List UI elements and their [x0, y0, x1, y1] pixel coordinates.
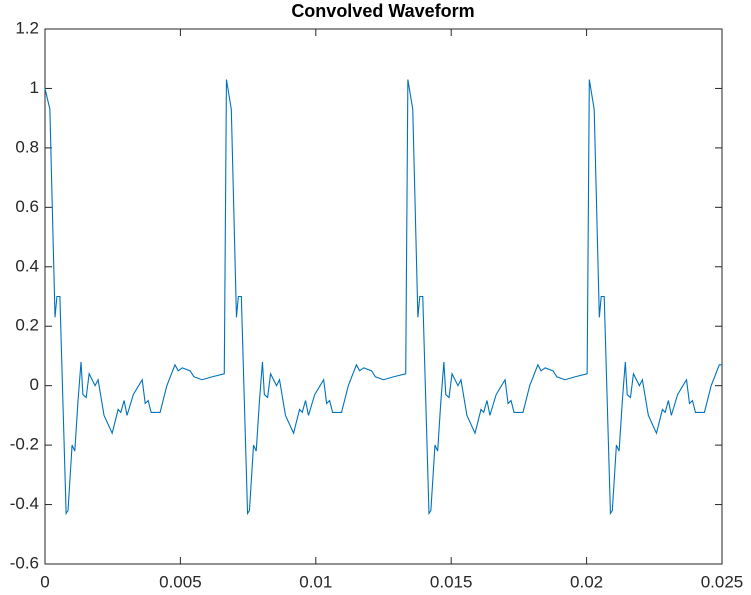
- y-tick-label: -0.2: [10, 435, 39, 454]
- x-tick-label: 0.015: [430, 572, 473, 591]
- y-tick-label: 0.4: [15, 256, 39, 275]
- x-tick-label: 0.025: [701, 572, 744, 591]
- y-tick-label: -0.4: [10, 494, 39, 513]
- y-tick-label: 1.2: [15, 18, 39, 37]
- axes-box: [44, 28, 723, 565]
- data-line: [44, 79, 722, 516]
- x-tick-label: 0.02: [570, 572, 603, 591]
- x-tick-label: 0: [40, 572, 49, 591]
- x-tick-label: 0.005: [159, 572, 202, 591]
- x-tick-label: 0.01: [299, 572, 332, 591]
- y-tick-label: 0.8: [15, 137, 39, 156]
- y-tick-label: -0.6: [10, 553, 39, 572]
- y-tick-label: 0.6: [15, 197, 39, 216]
- y-tick-label: 0: [30, 375, 39, 394]
- y-tick-label: 0.2: [15, 316, 39, 335]
- y-tick-label: 1: [30, 78, 39, 97]
- chart-title: Convolved Waveform: [291, 1, 474, 21]
